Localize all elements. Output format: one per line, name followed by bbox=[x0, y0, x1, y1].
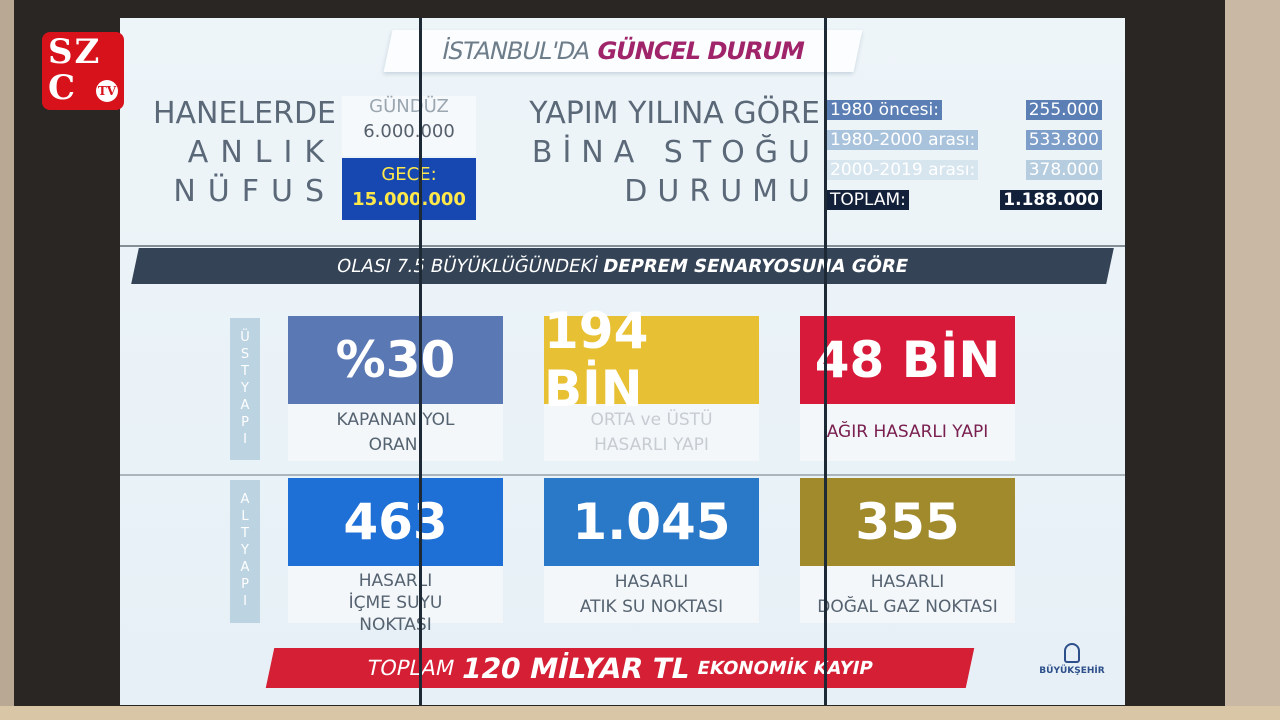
stock-row: 1980 öncesi: 255.000 bbox=[827, 98, 1102, 121]
stat-card-road: %30 KAPANAN YOL ORANI bbox=[288, 316, 503, 461]
stock-row: 2000-2019 arası: 378.000 bbox=[827, 158, 1102, 181]
wall bbox=[1225, 0, 1280, 720]
channel-logo: SZC TV bbox=[42, 32, 124, 110]
ibb-emblem-icon bbox=[1064, 643, 1080, 663]
stock-row: 1980-2000 arası: 533.800 bbox=[827, 128, 1102, 151]
scenario-banner: OLASI 7.5 BÜYÜKLÜĞÜNDEKİ DEPREM SENARYOS… bbox=[131, 248, 1114, 284]
stock-row-total: TOPLAM: 1.188.000 bbox=[827, 188, 1102, 211]
day-population: GÜNDÜZ 6.000.000 bbox=[342, 96, 476, 156]
video-wall-screen: İSTANBUL'DA GÜNCEL DURUM HANELERDE ANLIK … bbox=[120, 18, 1125, 705]
stat-card-natural-gas: 355 HASARLI DOĞAL GAZ NOKTASI bbox=[800, 478, 1015, 623]
screen-bezel bbox=[120, 245, 1125, 247]
infographic-title: İSTANBUL'DA GÜNCEL DURUM bbox=[383, 30, 863, 72]
screen-bezel bbox=[419, 18, 422, 705]
screen-bezel bbox=[824, 18, 827, 705]
night-population: GECE: 15.000.000 bbox=[342, 158, 476, 220]
stat-card-medium-damage: 194 BİN ORTA ve ÜSTÜ HASARLI YAPI bbox=[544, 302, 759, 461]
floor bbox=[0, 706, 1280, 720]
ibb-logo: BÜYÜKŞEHİR bbox=[1032, 643, 1112, 676]
stat-card-heavy-damage: 48 BİN AĞIR HASARLI YAPI bbox=[800, 316, 1015, 461]
stat-card-drinking-water: 463 HASARLI İÇME SUYU NOKTASI bbox=[288, 478, 503, 635]
building-stock-table: 1980 öncesi: 255.000 1980-2000 arası: 533.… bbox=[827, 98, 1102, 218]
building-stock-heading: YAPIM YILINA GÖRE BİNA STOĞU DURUMU bbox=[529, 96, 820, 209]
population-heading: HANELERDE ANLIK NÜFUS bbox=[152, 96, 336, 209]
wall bbox=[0, 0, 14, 720]
section-label-top: ÜSTYAPI bbox=[230, 318, 260, 460]
section-label-bottom: ALTYAPI bbox=[230, 480, 260, 623]
screen-bezel bbox=[120, 474, 1125, 476]
stat-card-waste-water: 1.045 HASARLI ATIK SU NOKTASI bbox=[544, 478, 759, 623]
total-loss-banner: TOPLAM 120 MİLYAR TL EKONOMİK KAYIP bbox=[265, 648, 975, 688]
